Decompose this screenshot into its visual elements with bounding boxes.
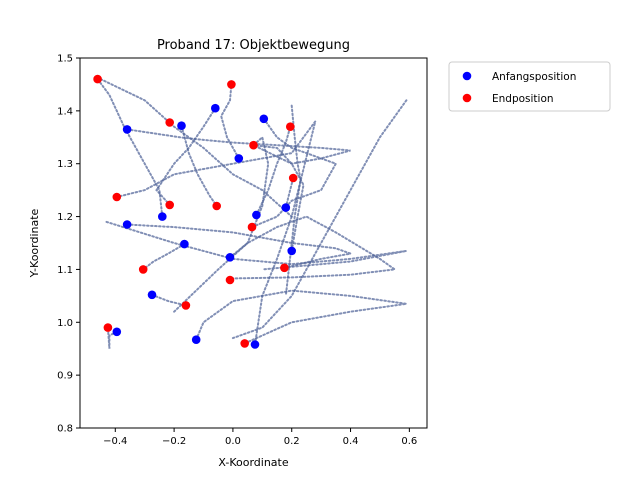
movement-path-19 xyxy=(284,104,302,297)
end-point-10 xyxy=(138,265,148,274)
end-point-5 xyxy=(288,173,298,183)
y-tick-label: 0.9 xyxy=(57,371,73,382)
start-point-0 xyxy=(122,125,132,134)
end-point-12 xyxy=(225,275,235,285)
end-point-14 xyxy=(103,323,113,332)
end-point-7 xyxy=(165,200,174,210)
x-tick-label: 0.4 xyxy=(343,436,359,447)
legend: Anfangsposition Endposition xyxy=(448,61,611,112)
start-point-13 xyxy=(112,327,122,337)
movement-path-4 xyxy=(220,83,240,160)
x-tick-label: 0.2 xyxy=(284,436,300,447)
x-axis-label: X-Koordinate xyxy=(218,456,288,469)
start-point-10 xyxy=(225,252,235,262)
end-point-9 xyxy=(247,222,257,232)
end-point-3 xyxy=(286,122,295,131)
start-point-14 xyxy=(191,335,201,345)
x-tick-label: 0.0 xyxy=(225,436,241,447)
end-point-11 xyxy=(280,263,289,273)
start-point-7 xyxy=(252,210,261,220)
movement-path-14 xyxy=(195,289,407,345)
movement-path-18 xyxy=(99,78,293,218)
y-tick-label: 1.3 xyxy=(57,159,73,170)
end-point-15 xyxy=(240,339,249,348)
y-tick-label: 1.4 xyxy=(57,106,73,117)
start-point-2 xyxy=(259,114,269,124)
legend-box xyxy=(448,61,611,112)
end-point-1 xyxy=(227,80,236,89)
y-tick-label: 1.5 xyxy=(57,54,73,65)
start-point-8 xyxy=(281,203,291,212)
movement-paths xyxy=(96,78,408,349)
movement-path-7 xyxy=(255,125,292,216)
movement-path-9 xyxy=(142,243,186,271)
movement-path-16 xyxy=(105,220,407,271)
x-tick-label: −0.2 xyxy=(162,436,186,447)
x-tick-label: 0.6 xyxy=(401,436,417,447)
start-point-3 xyxy=(177,121,186,130)
movement-path-20 xyxy=(173,135,270,313)
end-point-0 xyxy=(93,74,102,84)
start-point-9 xyxy=(180,239,189,249)
end-point-8 xyxy=(212,201,221,211)
y-tick-label: 1.2 xyxy=(57,212,73,223)
movement-path-17 xyxy=(231,99,408,340)
end-point-6 xyxy=(112,192,122,202)
legend-label-0: Anfangsposition xyxy=(492,71,576,83)
legend-marker-0 xyxy=(462,71,472,81)
start-point-5 xyxy=(122,220,132,229)
y-tick-label: 1.0 xyxy=(57,318,73,329)
start-point-4 xyxy=(234,154,244,163)
movement-path-0 xyxy=(126,128,351,165)
chart-title: Proband 17: Objektbewegung xyxy=(157,38,350,53)
start-point-15 xyxy=(250,340,260,349)
movement-path-15 xyxy=(115,120,317,346)
y-axis-label: Y-Koordinate xyxy=(28,208,41,278)
start-point-12 xyxy=(147,290,157,300)
end-point-4 xyxy=(249,140,258,150)
start-point-6 xyxy=(158,212,167,221)
movement-path-11 xyxy=(252,144,305,252)
start-point-11 xyxy=(287,246,297,256)
y-tick-label: 0.8 xyxy=(57,424,73,435)
legend-label-1: Endposition xyxy=(492,93,554,105)
y-tick-label: 1.1 xyxy=(57,265,73,276)
plot-frame xyxy=(79,57,428,429)
movement-path-10 xyxy=(229,215,398,281)
legend-marker-1 xyxy=(462,93,472,103)
start-point-1 xyxy=(211,103,220,113)
movement-path-5 xyxy=(126,223,355,269)
movement-path-12 xyxy=(151,293,187,307)
movement-path-6 xyxy=(96,78,164,218)
x-axis-ticks: −0.4 −0.2 0.0 0.2 0.4 0.6 xyxy=(103,428,417,447)
end-point-13 xyxy=(181,301,191,310)
y-axis-ticks: 0.8 0.9 1.0 1.1 1.2 1.3 1.4 1.5 xyxy=(57,54,80,435)
end-point-2 xyxy=(165,118,174,127)
movement-path-3 xyxy=(180,124,218,207)
data-points xyxy=(93,74,298,349)
movement-path-2 xyxy=(251,117,338,229)
x-tick-label: −0.4 xyxy=(103,436,127,447)
